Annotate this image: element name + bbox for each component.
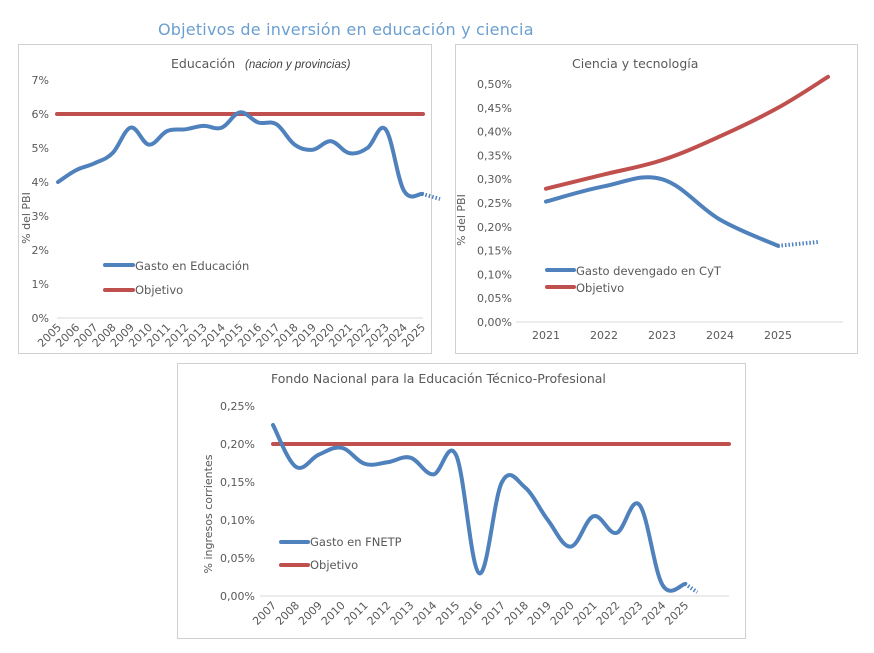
series-line-gasto bbox=[271, 423, 688, 593]
chart-educacion-svg: Educación (nacion y provincias) % del PB… bbox=[20, 56, 441, 350]
page-title: Objetivos de inversión en educación y ci… bbox=[158, 20, 534, 39]
series-projection-gasto bbox=[684, 582, 699, 594]
x-tick-label: 2024 bbox=[639, 599, 668, 628]
y-tick-label: 0,45% bbox=[477, 102, 512, 115]
x-tick-label: 2021 bbox=[532, 329, 560, 342]
y-tick-label: 3% bbox=[32, 210, 49, 223]
y-tick-label: 0,25% bbox=[220, 400, 255, 413]
x-tick-label: 2017 bbox=[479, 599, 508, 628]
legend: Gasto devengado en CyT Objetivo bbox=[545, 264, 722, 295]
y-axis-label: % ingresos corrientes bbox=[202, 454, 215, 573]
y-tick-label: 2% bbox=[32, 244, 49, 257]
y-tick-label: 5% bbox=[32, 142, 49, 155]
series-line-gasto bbox=[56, 110, 424, 199]
series-line-objetivo bbox=[544, 74, 830, 191]
y-tick-label: 7% bbox=[32, 74, 49, 87]
x-tick-label: 2023 bbox=[648, 329, 676, 342]
series-line-gasto bbox=[544, 175, 780, 248]
x-tick-label: 2022 bbox=[590, 329, 618, 342]
chart-fnetp-svg: Fondo Nacional para la Educación Técnico… bbox=[202, 371, 731, 628]
legend-label-gasto: Gasto en FNETP bbox=[310, 535, 402, 549]
y-tick-label: 0,15% bbox=[220, 476, 255, 489]
x-tick-label: 2021 bbox=[571, 599, 600, 628]
chart-title: Ciencia y tecnología bbox=[572, 56, 698, 71]
legend-label-gasto: Gasto en Educación bbox=[135, 259, 249, 273]
legend-label-objetivo: Objetivo bbox=[576, 281, 624, 295]
legend-label-objetivo: Objetivo bbox=[310, 558, 358, 572]
y-tick-label: 0% bbox=[32, 312, 49, 325]
legend-label-objetivo: Objetivo bbox=[135, 283, 183, 297]
x-tick-label: 2008 bbox=[273, 599, 302, 628]
x-tick-label: 2016 bbox=[456, 599, 485, 628]
x-tick-label: 2025 bbox=[764, 329, 792, 342]
y-tick-label: 0,40% bbox=[477, 126, 512, 139]
x-tick-label: 2020 bbox=[548, 599, 577, 628]
x-tick-label: 2014 bbox=[410, 599, 439, 628]
chart-title: Educación bbox=[171, 56, 235, 71]
x-tick-label: 2022 bbox=[594, 599, 623, 628]
legend-label-gasto: Gasto devengado en CyT bbox=[576, 264, 722, 278]
y-tick-label: 0,05% bbox=[220, 552, 255, 565]
chart-ciencia-tecnologia: Ciencia y tecnología % del PBI 0,00% 0,05… bbox=[455, 44, 858, 354]
y-axis-label: % del PBI bbox=[20, 192, 33, 244]
chart-cyt-svg: Ciencia y tecnología % del PBI 0,00% 0,05… bbox=[455, 56, 843, 342]
x-tick-label: 2009 bbox=[296, 599, 325, 628]
chart-fnetp: Fondo Nacional para la Educación Técnico… bbox=[177, 363, 746, 639]
y-tick-label: 0,35% bbox=[477, 149, 512, 162]
y-tick-label: 4% bbox=[32, 176, 49, 189]
y-tick-label: 0,10% bbox=[220, 514, 255, 527]
series-projection-gasto bbox=[421, 191, 441, 201]
y-tick-label: 0,20% bbox=[220, 438, 255, 451]
y-axis-label: % del PBI bbox=[455, 194, 468, 246]
x-tick-label: 2025 bbox=[662, 599, 691, 628]
y-tick-label: 0,50% bbox=[477, 78, 512, 91]
x-tick-label: 2024 bbox=[706, 329, 734, 342]
y-tick-label: 0,00% bbox=[477, 316, 512, 329]
x-tick-label: 2010 bbox=[319, 599, 348, 628]
x-tick-label: 2015 bbox=[433, 599, 462, 628]
y-tick-label: 0,15% bbox=[477, 245, 512, 258]
y-tick-label: 0,05% bbox=[477, 292, 512, 305]
chart-educacion: Educación (nacion y provincias) % del PB… bbox=[18, 44, 441, 354]
x-tick-label: 2011 bbox=[342, 599, 371, 628]
y-tick-label: 0,20% bbox=[477, 221, 512, 234]
legend: Gasto en Educación Objetivo bbox=[103, 259, 249, 297]
x-tick-label: 2007 bbox=[250, 599, 279, 628]
x-tick-label: 2019 bbox=[525, 599, 554, 628]
y-tick-label: 6% bbox=[32, 108, 49, 121]
y-tick-label: 0,25% bbox=[477, 197, 512, 210]
series-projection-gasto bbox=[777, 240, 819, 248]
y-tick-label: 0,30% bbox=[477, 173, 512, 186]
y-tick-label: 0,00% bbox=[220, 590, 255, 603]
y-tick-label: 0,10% bbox=[477, 268, 512, 281]
chart-subtitle: (nacion y provincias) bbox=[245, 59, 351, 71]
x-tick-label: 2013 bbox=[388, 599, 417, 628]
x-tick-label: 2023 bbox=[617, 599, 646, 628]
x-tick-label: 2012 bbox=[365, 599, 394, 628]
chart-title: Fondo Nacional para la Educación Técnico… bbox=[271, 371, 606, 386]
y-tick-label: 1% bbox=[32, 278, 49, 291]
x-tick-label: 2018 bbox=[502, 599, 531, 628]
legend: Gasto en FNETP Objetivo bbox=[279, 535, 402, 572]
